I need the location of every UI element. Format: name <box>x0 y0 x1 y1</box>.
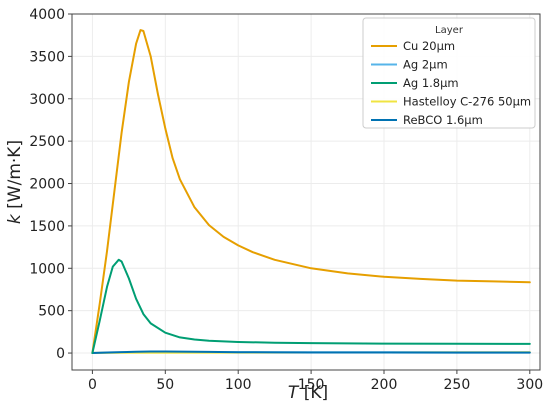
legend-title: Layer <box>435 25 464 36</box>
series-line-0 <box>91 29 531 354</box>
legend-entry-label: Ag 1.8µm <box>403 76 459 90</box>
series-line-2 <box>91 258 531 354</box>
y-tick-label: 2500 <box>29 134 65 150</box>
series-line-4 <box>91 350 531 354</box>
y-tick-label: 1000 <box>29 261 65 277</box>
y-tick-label: 4000 <box>29 7 65 23</box>
y-tick-label: 3500 <box>29 49 65 65</box>
legend-entry-label: Ag 2µm <box>403 58 448 72</box>
y-tick-label: 1500 <box>29 219 65 235</box>
y-axis-label: k [W/m·K] <box>5 140 25 224</box>
x-tick-label: 100 <box>225 377 252 393</box>
y-axis-ticks: 0 500 1000 1500 2000 2500 3000 3500 4000 <box>29 7 72 362</box>
x-tick-label: 150 <box>298 377 325 393</box>
y-tick-label: 500 <box>38 304 65 320</box>
x-tick-label: 300 <box>516 377 543 393</box>
x-tick-label: 50 <box>156 377 174 393</box>
plot-area-frame <box>71 13 541 371</box>
x-axis-label: T [K] <box>288 383 328 403</box>
legend: Layer Cu 20µm Ag 2µm Ag 1.8µm Hastelloy C-2… <box>362 17 536 129</box>
x-axis-ticks: 0 50 100 150 200 250 300 <box>88 370 543 393</box>
legend-box <box>362 17 536 129</box>
legend-entry-label: ReBCO 1.6µm <box>403 113 483 127</box>
series-lines <box>91 29 531 354</box>
x-tick-label: 200 <box>371 377 398 393</box>
x-tick-label: 0 <box>88 377 97 393</box>
legend-entry-label: Hastelloy C-276 50µm <box>403 95 531 109</box>
legend-entry-label: Cu 20µm <box>403 39 455 53</box>
y-tick-label: 2000 <box>29 177 65 193</box>
x-tick-label: 250 <box>444 377 471 393</box>
y-tick-label: 3000 <box>29 92 65 108</box>
y-tick-label: 0 <box>56 346 65 362</box>
